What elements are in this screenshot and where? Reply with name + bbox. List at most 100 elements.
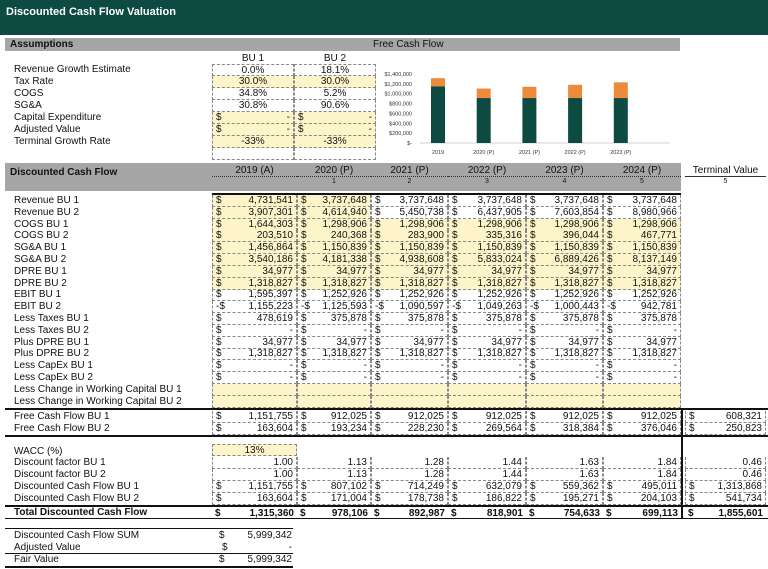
value-cell[interactable]: $632,079 [448, 481, 526, 493]
value-cell[interactable]: $5,450,738 [371, 206, 448, 219]
value-cell[interactable]: $1,298,906 [297, 218, 371, 231]
value-cell[interactable]: $699,113 [603, 507, 681, 519]
value-cell[interactable] [297, 383, 371, 396]
value-cell[interactable]: $34,977 [297, 336, 371, 349]
value-cell[interactable]: $1,298,906 [603, 218, 681, 231]
value-cell[interactable]: $34,977 [448, 336, 526, 349]
value-cell[interactable]: $1,298,906 [371, 218, 448, 231]
value-cell[interactable]: $34,977 [603, 265, 681, 278]
value-cell[interactable]: $204,103 [603, 493, 681, 505]
value-cell[interactable]: $4,614,940 [297, 206, 371, 219]
value-cell[interactable]: $6,889,426 [526, 254, 603, 266]
value-cell[interactable]: 1.63 [526, 469, 603, 481]
value-cell[interactable]: $892,987 [371, 507, 448, 519]
value-cell[interactable]: -$ 1,000,443 [526, 301, 603, 314]
value-cell[interactable]: $ - [448, 372, 526, 384]
value-cell[interactable]: $3,737,648 [297, 195, 371, 207]
value-cell[interactable] [603, 383, 681, 396]
value-cell[interactable] [297, 395, 371, 408]
value-cell[interactable]: $1,318,827 [448, 348, 526, 361]
value-cell[interactable]: $ - [526, 324, 603, 337]
value-cell[interactable]: $34,977 [448, 265, 526, 278]
value-cell[interactable]: $3,737,648 [526, 195, 603, 207]
value-cell[interactable]: $467,771 [603, 230, 681, 243]
value-cell[interactable]: $34,977 [371, 336, 448, 349]
value-cell[interactable]: $186,822 [448, 493, 526, 505]
value-cell[interactable]: $3,737,648 [603, 195, 681, 207]
value-cell[interactable]: $193,234 [297, 423, 371, 435]
value-cell[interactable]: 1.00 [212, 469, 297, 481]
value-cell[interactable]: -$ 942,781 [603, 301, 681, 314]
assumption-input-bu1[interactable]: -33% [212, 136, 294, 148]
value-cell[interactable]: $1,252,926 [526, 289, 603, 302]
value-cell[interactable] [526, 383, 603, 396]
value-cell[interactable]: $34,977 [212, 265, 297, 278]
value-cell[interactable]: $34,977 [603, 336, 681, 349]
value-cell[interactable]: $1,252,926 [448, 289, 526, 302]
value-cell[interactable]: $1,313,868 [685, 481, 766, 493]
assumption-empty-cell[interactable] [212, 148, 294, 160]
value-cell[interactable]: $912,025 [526, 411, 603, 423]
value-cell[interactable]: $1,151,755 [212, 411, 297, 423]
value-cell[interactable]: $1,318,827 [212, 277, 297, 290]
value-cell[interactable]: -$ 1,090,597 [371, 301, 448, 314]
value-cell[interactable]: $ - [603, 360, 681, 373]
value-cell[interactable]: $ - [603, 324, 681, 337]
value-cell[interactable]: $8,980,966 [603, 206, 681, 219]
value-cell[interactable]: $ - [297, 372, 371, 384]
assumption-input-bu2[interactable]: $ - [294, 112, 376, 124]
value-cell[interactable]: $1,252,926 [603, 289, 681, 302]
value-cell[interactable]: $34,977 [212, 336, 297, 349]
value-cell[interactable]: $3,737,648 [448, 195, 526, 207]
value-cell[interactable]: $1,318,827 [371, 277, 448, 290]
value-cell[interactable]: -$ 1,125,593 [297, 301, 371, 314]
value-cell[interactable]: $1,855,601 [685, 507, 766, 519]
value-cell[interactable]: $163,604 [212, 493, 297, 505]
value-cell[interactable]: $1,318,827 [603, 348, 681, 361]
value-cell[interactable]: $541,734 [685, 493, 766, 505]
assumption-input-bu2[interactable]: 30.0% [294, 76, 376, 88]
value-cell[interactable]: -$ 1,049,263 [448, 301, 526, 314]
value-cell[interactable]: $1,252,926 [371, 289, 448, 302]
value-cell[interactable]: $178,738 [371, 493, 448, 505]
value-cell[interactable]: $269,564 [448, 423, 526, 435]
value-cell[interactable] [212, 383, 297, 396]
value-cell[interactable]: $1,298,906 [526, 218, 603, 231]
value-cell[interactable]: $4,181,338 [297, 254, 371, 266]
value-cell[interactable]: $ - [212, 360, 297, 373]
value-cell[interactable]: 1.44 [448, 469, 526, 481]
value-cell[interactable]: $559,362 [526, 481, 603, 493]
value-cell[interactable]: $8,137,149 [603, 254, 681, 266]
wacc-input[interactable]: 13% [212, 444, 297, 456]
assumption-input-bu1[interactable]: 30.8% [212, 100, 294, 112]
value-cell[interactable]: $1,318,827 [212, 348, 297, 361]
value-cell[interactable]: 1.00 [212, 457, 297, 469]
value-cell[interactable]: $375,878 [371, 313, 448, 325]
value-cell[interactable]: $6,437,905 [448, 206, 526, 219]
value-cell[interactable]: $818,901 [448, 507, 526, 519]
value-cell[interactable]: 1.28 [371, 457, 448, 469]
value-cell[interactable]: $ - [526, 372, 603, 384]
value-cell[interactable]: $ - [448, 360, 526, 373]
value-cell[interactable]: $1,456,864 [212, 242, 297, 255]
value-cell[interactable]: $375,878 [448, 313, 526, 325]
value-cell[interactable]: 1.84 [603, 457, 681, 469]
value-cell[interactable]: $396,044 [526, 230, 603, 243]
value-cell[interactable]: $1,150,839 [603, 242, 681, 255]
value-cell[interactable]: $754,633 [526, 507, 603, 519]
value-cell[interactable]: $3,540,186 [212, 254, 297, 266]
value-cell[interactable]: $7,603,854 [526, 206, 603, 219]
value-cell[interactable]: $1,318,827 [526, 348, 603, 361]
value-cell[interactable]: $912,025 [371, 411, 448, 423]
value-cell[interactable]: $ - [371, 324, 448, 337]
value-cell[interactable] [371, 395, 448, 408]
value-cell[interactable]: $1,318,827 [371, 348, 448, 361]
value-cell[interactable]: $5,833,024 [448, 254, 526, 266]
value-cell[interactable]: $1,252,926 [297, 289, 371, 302]
value-cell[interactable]: $375,878 [526, 313, 603, 325]
value-cell[interactable]: $1,150,839 [526, 242, 603, 255]
value-cell[interactable]: $4,938,608 [371, 254, 448, 266]
value-cell[interactable]: $4,731,541 [212, 195, 297, 207]
value-cell[interactable]: 1.13 [297, 469, 371, 481]
value-cell[interactable] [448, 395, 526, 408]
